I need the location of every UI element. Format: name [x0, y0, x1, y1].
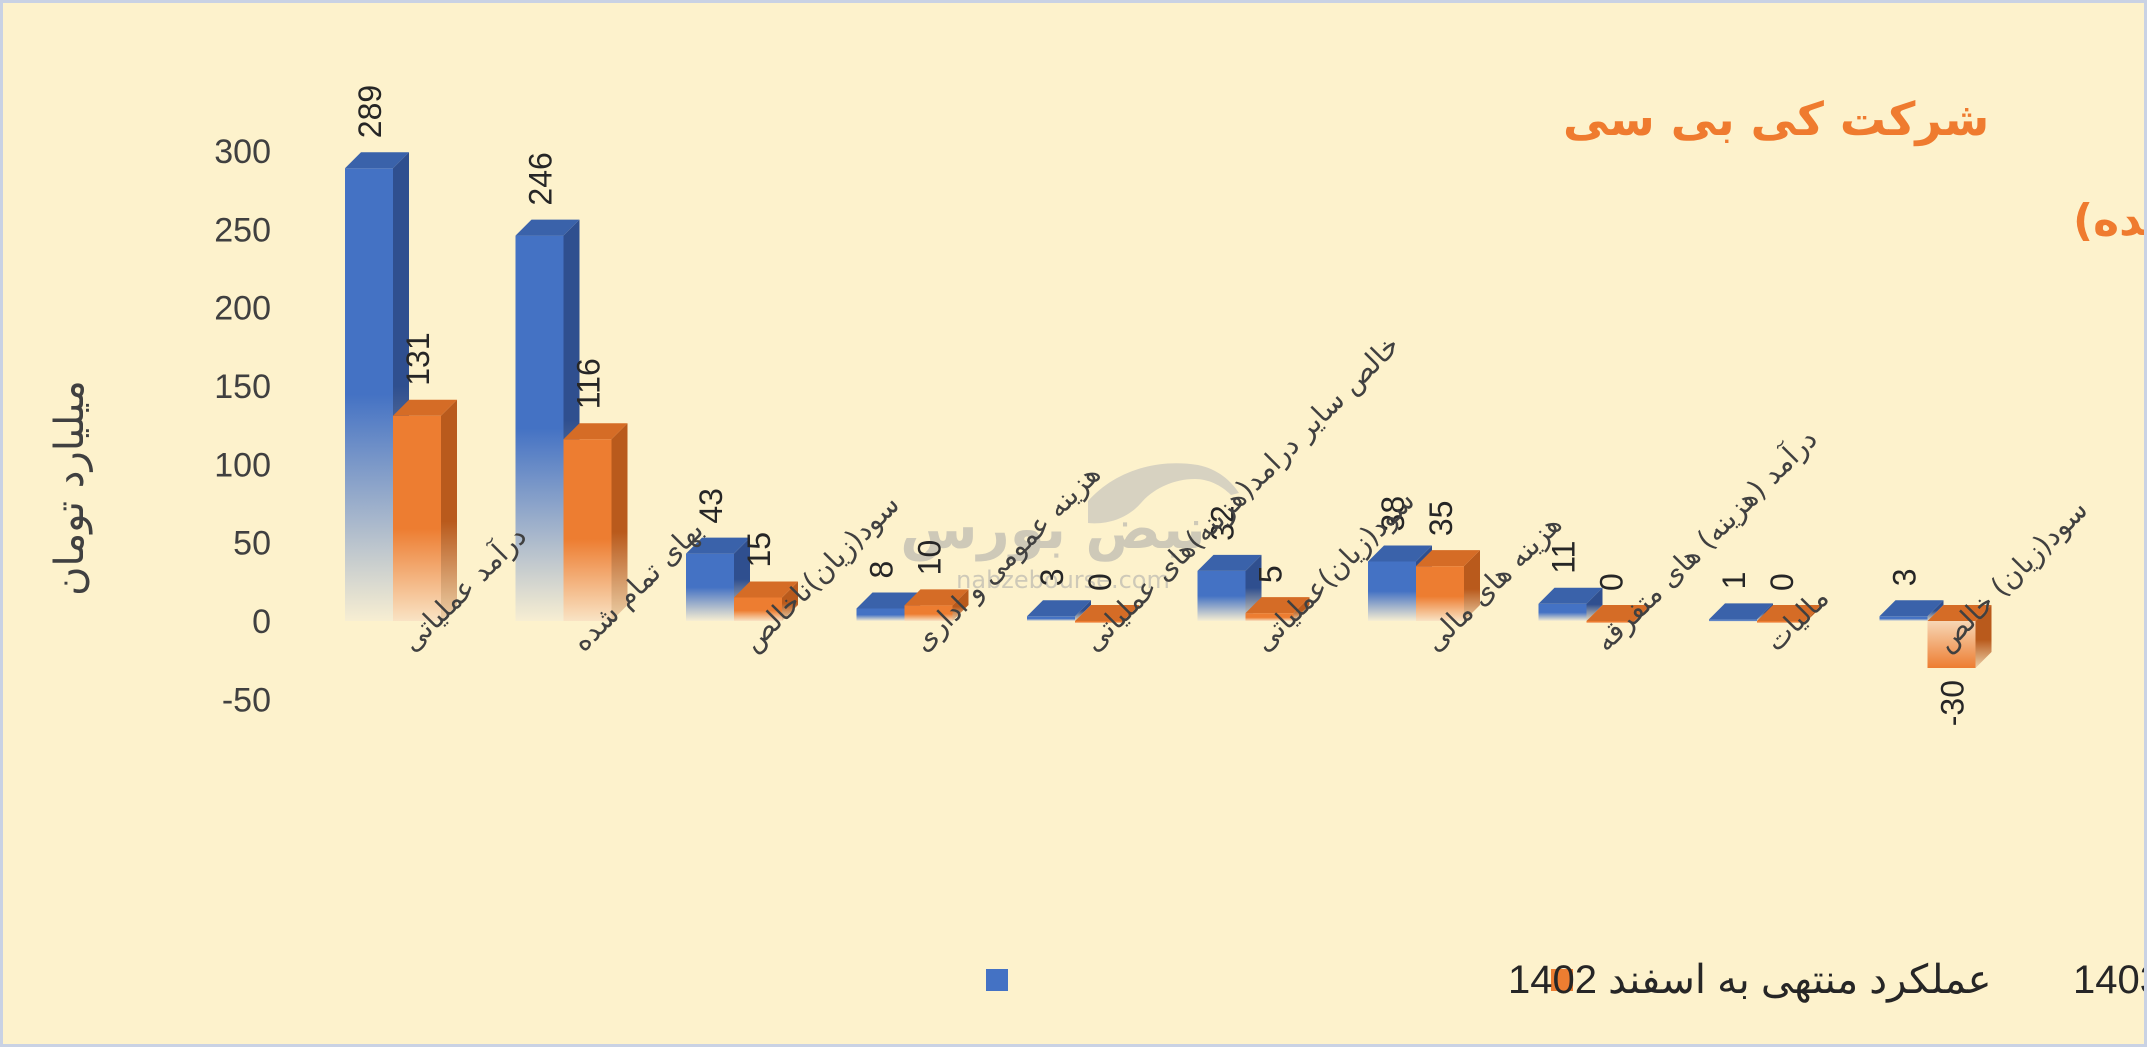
bar-1402 — [1879, 600, 1944, 621]
value-label: 246 — [523, 152, 559, 205]
chart-title: شرکت کی بی سی — [1563, 92, 1989, 146]
value-label: 43 — [693, 488, 729, 524]
bar-1403 — [563, 423, 628, 621]
y-axis-ticks: 300 250 200 150 100 50 0 -50 — [214, 133, 271, 719]
orange-square-icon — [1551, 969, 1573, 991]
bars-layer — [345, 152, 1992, 668]
value-label: 0 — [1594, 573, 1630, 591]
bar-1403 — [1416, 550, 1480, 621]
bar-1403 — [1927, 605, 1992, 668]
bar-1403 — [1757, 605, 1821, 623]
value-label: 3 — [1034, 569, 1070, 587]
value-label: 131 — [400, 332, 436, 385]
y-tick-label: 250 — [214, 211, 271, 249]
bar-1403 — [1075, 605, 1139, 623]
chart-subtitle: صورت های مالی ۳ ماهه منتهی به ۱۴۰۳.۱۲.۳۰… — [2073, 195, 2144, 246]
chart-svg: نبض بورس nabzebourse.com شرکت کی بی سی ص… — [47, 85, 2144, 1003]
value-label: 35 — [1423, 501, 1459, 537]
value-label: 15 — [741, 532, 777, 568]
y-tick-label: 150 — [214, 368, 271, 406]
value-label: -30 — [1935, 680, 1971, 726]
legend: عملکرد منتهی به اسفند 1403 عملکرد منتهی … — [986, 958, 2144, 1003]
y-tick-label: 200 — [214, 290, 271, 328]
bar-1402 — [856, 592, 921, 621]
value-label: 3 — [1887, 569, 1923, 587]
value-label: 8 — [864, 561, 900, 579]
y-tick-label: 50 — [233, 525, 271, 563]
bar-1402 — [1709, 603, 1773, 622]
y-tick-label: 0 — [252, 603, 271, 641]
watermark: نبض بورس nabzebourse.com — [900, 463, 1239, 594]
bar-1402 — [1538, 587, 1603, 621]
value-label: 1 — [1716, 572, 1752, 590]
legend-item-1402: عملکرد منتهی به اسفند 1402 — [1508, 958, 1992, 1003]
bar-1402 — [1027, 600, 1091, 621]
y-axis-label: میلیارد تومان — [47, 380, 93, 596]
blue-square-icon — [986, 969, 1008, 991]
value-label: 10 — [912, 540, 948, 576]
bar-1402 — [1197, 554, 1262, 621]
watermark-url: nabzebourse.com — [956, 566, 1170, 594]
value-label: 289 — [352, 85, 388, 138]
value-label: 11 — [1546, 541, 1582, 574]
bar-1403 — [904, 589, 969, 621]
bar-1403 — [393, 399, 457, 621]
value-label: 32 — [1205, 505, 1241, 541]
watermark-brand: نبض بورس — [900, 497, 1205, 562]
bar-1403 — [734, 581, 798, 621]
value-label: 0 — [1082, 573, 1118, 591]
y-tick-label: 300 — [214, 133, 271, 171]
legend-item-1403: عملکرد منتهی به اسفند 1403 — [2073, 958, 2144, 1003]
value-label: 116 — [571, 358, 607, 409]
value-label: 38 — [1375, 496, 1411, 532]
y-tick-label: -50 — [222, 681, 271, 719]
bull-icon — [1088, 463, 1239, 524]
category-label: سود(زیان) خالص — [1929, 493, 2094, 658]
bar-1403 — [1245, 597, 1310, 621]
y-tick-label: 100 — [214, 446, 271, 484]
bar-1403 — [1586, 605, 1651, 623]
value-label: 5 — [1253, 565, 1289, 583]
value-label: 0 — [1764, 573, 1800, 591]
